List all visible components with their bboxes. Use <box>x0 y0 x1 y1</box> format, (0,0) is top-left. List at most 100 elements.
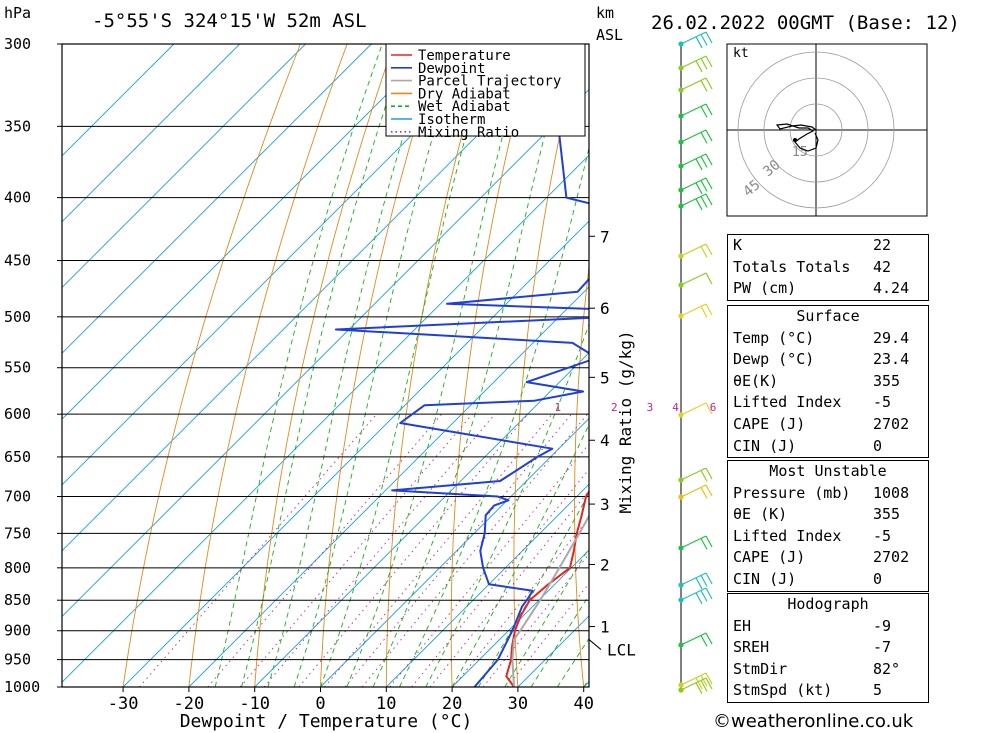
pressure-label: 850 <box>4 591 31 609</box>
km-unit-label: km <box>596 4 614 22</box>
surface-row: Lifted Index -5 <box>728 392 928 414</box>
most-unstable-title: Most Unstable <box>769 462 887 480</box>
legend-entry-label: Parcel Trajectory <box>418 74 561 90</box>
wind-barb-shaft <box>680 55 707 69</box>
surface-title: Surface <box>796 307 860 325</box>
surface-label: Temp (°C) <box>733 328 815 347</box>
footer-credit[interactable]: ©weatheronline.co.uk <box>713 711 914 732</box>
wind-barb-flag <box>700 80 708 92</box>
wind-barb-shaft <box>680 272 707 286</box>
most-unstable-value: 355 <box>873 505 901 524</box>
legend-entry-label: Mixing Ratio <box>418 125 519 141</box>
hodograph-stat-label: StmSpd (kt) <box>733 681 833 700</box>
index-value: 4.24 <box>873 279 910 298</box>
surface-rows: Temp (°C) 29.4 Dewp (°C) 23.4 θE(K) 355 Lifted… <box>728 328 928 458</box>
pressure-label: 800 <box>4 559 31 577</box>
wind-barb-flag <box>705 677 713 690</box>
temperature-tick-label: -20 <box>174 694 205 714</box>
wind-barb-flag <box>700 635 708 647</box>
wind-barb-flag <box>705 153 713 166</box>
dry-adiabat-line <box>254 44 395 687</box>
pressure-label: 450 <box>4 252 31 270</box>
dry-adiabat-line <box>188 44 348 687</box>
wind-barb-shaft <box>680 402 707 416</box>
wind-barb-flag <box>700 470 708 482</box>
wind-barb-flag <box>705 129 713 142</box>
hodograph-stat-value: 82° <box>873 659 901 678</box>
wind-barb-shaft <box>680 177 707 191</box>
mixing-ratio-line <box>344 413 572 687</box>
wind-barb-flag <box>705 77 713 90</box>
wind-barb-shaft <box>680 535 707 549</box>
wind-barb-flag <box>700 538 708 550</box>
isotherm-line <box>451 549 589 687</box>
wind-barb-flag <box>700 106 708 118</box>
km-label: 2 <box>600 555 610 574</box>
temperature-tick-label: 0 <box>315 694 325 714</box>
lcl-label: LCL <box>607 641 636 660</box>
km-label: 6 <box>600 299 610 318</box>
wind-barb-flag <box>705 31 713 44</box>
index-label: PW (cm) <box>733 279 797 298</box>
wind-barb-flag <box>700 156 708 168</box>
wind-barb-shaft <box>680 572 707 586</box>
wet-adiabat-line <box>451 423 589 687</box>
surface-label: θE(K) <box>733 371 779 390</box>
hodograph-stat-label: SREH <box>733 638 770 657</box>
legend-entry-label: Dewpoint <box>418 61 485 77</box>
most-unstable-value: 0 <box>873 569 883 588</box>
pressure-label: 550 <box>4 359 31 377</box>
hodograph-ring <box>763 77 869 183</box>
wet-adiabat-line <box>241 44 407 687</box>
most-unstable-panel: Most Unstable Pressure (mb) 1008 θE (K) 355… <box>727 460 929 592</box>
pressure-label: 500 <box>4 308 31 326</box>
wind-barb-flag <box>695 182 703 195</box>
wet-adiabat-line <box>267 44 433 687</box>
index-value: 42 <box>873 257 892 276</box>
wind-barb-shaft <box>680 587 707 601</box>
wind-barb-flag <box>695 198 703 211</box>
wind-barb-shaft <box>680 77 707 91</box>
hodograph-stat-row: StmSpd (kt) 5 <box>728 680 928 702</box>
wind-barb-flag <box>700 180 708 192</box>
wind-barb-flag <box>705 303 713 316</box>
wind-barb-flag <box>705 632 713 645</box>
wind-barb-flag <box>700 575 708 587</box>
wind-barb-flag <box>700 246 708 258</box>
temperature-tick-label: 30 <box>508 694 528 714</box>
mixing-ratio-line <box>139 413 377 687</box>
wind-barb-flag <box>705 177 713 190</box>
surface-label: Lifted Index <box>733 393 842 412</box>
pressure-label: 400 <box>4 189 31 207</box>
indices-rows: K 22 Totals Totals 42 PW (cm) 4.24 <box>728 235 928 300</box>
legend-entry-label: Wet Adiabat <box>418 99 511 115</box>
wind-barb-flag <box>700 675 708 687</box>
km-label: 3 <box>600 495 610 514</box>
plot-frame <box>61 43 590 688</box>
most-unstable-value: 1008 <box>873 483 910 502</box>
hodograph-unit-label: kt <box>733 46 749 61</box>
pressure-label: 650 <box>4 448 31 466</box>
most-unstable-value: -5 <box>873 526 892 545</box>
most-unstable-row: Lifted Index -5 <box>728 526 928 548</box>
surface-row: Dewp (°C) 23.4 <box>728 349 928 371</box>
wind-barb-flag <box>695 36 703 49</box>
legend-entry-label: Isotherm <box>418 112 485 128</box>
surface-row: Temp (°C) 29.4 <box>728 328 928 350</box>
wind-barb-flag <box>700 487 708 499</box>
pressure-label: 300 <box>4 35 31 53</box>
wind-barb-flag <box>695 682 703 695</box>
pressure-label: 350 <box>4 117 31 135</box>
most-unstable-label: CAPE (J) <box>733 548 806 567</box>
surface-row: θE(K) 355 <box>728 371 928 393</box>
mixing-ratio-value-label: 4 <box>672 401 679 414</box>
mixing-ratio-line <box>452 517 589 687</box>
surface-value: -5 <box>873 393 892 412</box>
wind-barb-shaft <box>680 677 707 691</box>
hodograph-stat-value: -7 <box>873 638 892 657</box>
lcl-tick <box>588 639 602 650</box>
dry-adiabat-line <box>122 44 301 687</box>
legend-box <box>385 43 586 137</box>
isotherm-line <box>62 44 241 223</box>
